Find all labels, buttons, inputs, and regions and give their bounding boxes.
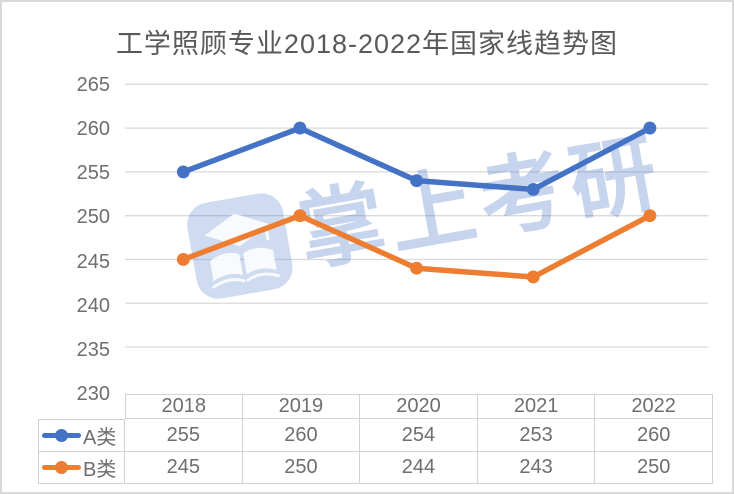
legend-key-series-b: B类 (38, 452, 125, 484)
data-table: 2018 2019 2020 2021 2022 A类 255 260 254 … (38, 394, 713, 484)
watermark-text: 掌上考研 (290, 121, 671, 285)
data-point (176, 165, 190, 179)
year-header-cell: 2020 (360, 394, 478, 419)
table-corner-cell (38, 394, 125, 419)
y-axis-label: 230 (76, 383, 110, 405)
value-cell-b-2019: 250 (242, 452, 361, 484)
watermark-logo (183, 189, 296, 302)
line-marker-icon-b (42, 461, 81, 475)
value-cell-b-2020: 244 (360, 452, 478, 484)
year-header-cell: 2019 (242, 394, 361, 419)
y-axis-label: 260 (76, 118, 110, 140)
y-axis-label: 255 (76, 162, 110, 184)
y-axis-label: 235 (76, 339, 110, 361)
value-cell-a-2021: 253 (477, 419, 596, 452)
y-axis-label: 240 (76, 295, 110, 317)
series-a-label: A类 (83, 427, 117, 449)
data-point (293, 121, 307, 135)
line-marker-icon-a (42, 429, 81, 443)
legend-key-series-a: A类 (38, 419, 125, 452)
value-cell-b-2018: 245 (125, 452, 243, 484)
watermark: 掌上考研 (183, 122, 670, 303)
value-cell-a-2022: 260 (595, 419, 713, 452)
year-header-cell: 2018 (125, 394, 243, 419)
data-point (526, 270, 540, 284)
value-cell-a-2018: 255 (125, 419, 243, 452)
value-cell-a-2019: 260 (242, 419, 361, 452)
value-cell-b-2021: 243 (477, 452, 596, 484)
chart-title: 工学照顾专业2018-2022年国家线趋势图 (115, 29, 619, 59)
value-cell-b-2022: 250 (595, 452, 713, 484)
y-axis-label: 250 (76, 206, 110, 228)
value-cell-a-2020: 254 (360, 419, 478, 452)
year-header-cell: 2021 (477, 394, 596, 419)
y-axis-label: 265 (76, 74, 110, 96)
y-axis-label: 245 (76, 251, 110, 273)
series-b-label: B类 (83, 459, 117, 481)
year-header-cell: 2022 (595, 394, 713, 419)
data-point (176, 253, 190, 266)
graduation-cap-book-icon (204, 213, 280, 289)
